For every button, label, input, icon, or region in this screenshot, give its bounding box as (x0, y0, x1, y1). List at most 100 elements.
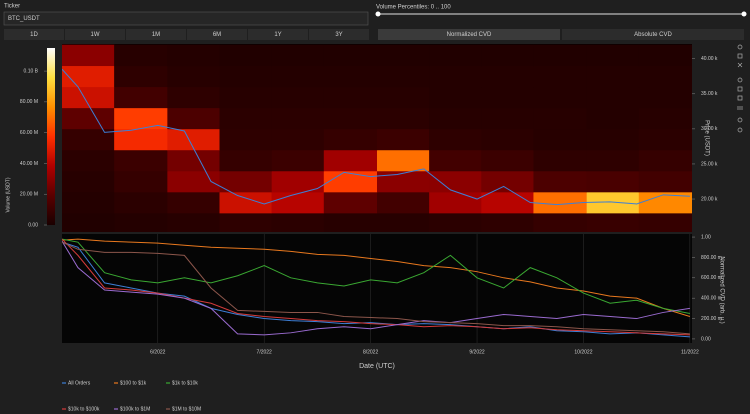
colorbar-tick-label: 40.00 M (20, 161, 38, 167)
colorbar-tick-label: 0.10 B (24, 68, 39, 74)
heatmap-cell (481, 107, 534, 130)
tool-icon[interactable] (737, 86, 743, 92)
heatmap-cell (638, 192, 692, 214)
range-button[interactable] (248, 29, 308, 40)
heatmap-cell (377, 107, 430, 130)
heatmap-cell (323, 65, 378, 88)
x-tick-label: 9/2022 (469, 349, 485, 355)
range-button-label: 1M (152, 32, 160, 38)
range-button[interactable] (65, 29, 125, 40)
heatmap-cell (271, 128, 325, 151)
heatmap-cell (533, 65, 587, 88)
heatmap-cell (114, 213, 168, 232)
x-tick-label: 8/2022 (363, 349, 379, 355)
range-button[interactable] (309, 29, 369, 40)
tool-icon[interactable] (737, 95, 743, 101)
heatmap-cell (114, 65, 168, 88)
tool-icon[interactable] (737, 44, 743, 50)
y-tick-label: 600.00 m (701, 275, 722, 281)
legend-label[interactable]: $1M to $10M (172, 406, 201, 412)
heatmap-cell (429, 107, 482, 130)
heatmap-cell (638, 107, 692, 130)
heatmap-cell (62, 65, 115, 88)
range-button[interactable] (4, 29, 64, 40)
slider-handle[interactable] (375, 11, 381, 17)
heatmap-cell (219, 170, 272, 193)
legend-label[interactable]: $100k to $1M (120, 406, 150, 412)
ticker-input[interactable] (3, 11, 369, 26)
heatmap-cell (377, 213, 430, 232)
cvd-line (62, 241, 690, 335)
heatmap-cell (586, 107, 640, 130)
heatmap (62, 44, 692, 232)
heatmap-cell (586, 149, 640, 172)
heatmap-cell (586, 65, 640, 88)
heatmap-cell (271, 107, 325, 130)
tool-icon[interactable] (737, 62, 743, 68)
tool-icon[interactable] (737, 77, 743, 83)
legend-label[interactable]: $1k to $10k (172, 380, 198, 386)
legend-label[interactable]: $100 to $1k (120, 380, 147, 386)
heatmap-cell (533, 213, 587, 232)
heatmap-cell (638, 170, 692, 193)
cvd-line (62, 238, 691, 317)
heatmap-cell (533, 86, 587, 109)
y-axis-title: Price (USDT) (703, 120, 709, 156)
heatmap-cell (219, 65, 272, 88)
heatmap-cell (323, 44, 378, 67)
colorbar-tick-label: 60.00 M (20, 130, 38, 136)
heatmap-cell (429, 149, 482, 172)
heatmap-cell (429, 213, 482, 232)
heatmap-cell (167, 213, 220, 232)
mode-button-label: Absolute CVD (634, 32, 672, 38)
tool-icon[interactable] (737, 53, 743, 59)
slider-handle[interactable] (741, 11, 747, 17)
percentiles-label: Volume Percentiles: 0 .. 100 (376, 5, 451, 11)
legend-label[interactable]: $10k to $100k (68, 406, 100, 412)
heatmap-cell (167, 128, 220, 151)
heatmap-cell (114, 44, 168, 67)
heatmap-cell (271, 86, 325, 109)
y-tick-label: 200.00 m (701, 316, 722, 322)
legend-label[interactable]: All Orders (68, 380, 91, 386)
heatmap-cell (429, 44, 482, 67)
heatmap-cell (323, 170, 378, 193)
mode-button[interactable] (378, 29, 560, 40)
heatmap-cell (62, 192, 115, 214)
heatmap-cell (429, 65, 482, 88)
heatmap-cell (323, 213, 378, 232)
heatmap-cell (62, 170, 115, 193)
heatmap-cell (481, 213, 534, 232)
heatmap-cell (323, 86, 378, 109)
range-button-label: 1W (91, 32, 100, 38)
y-tick-label: 30.00 k (701, 126, 718, 132)
heatmap-cell (481, 149, 534, 172)
tool-icon[interactable] (737, 117, 743, 123)
range-button-label: 1Y (274, 32, 281, 38)
heatmap-cell (638, 213, 692, 232)
heatmap-cell (114, 107, 168, 130)
range-button[interactable] (126, 29, 186, 40)
heatmap-cell (62, 86, 115, 109)
heatmap-cell (219, 44, 272, 67)
x-tick-label: 6/2022 (150, 349, 166, 355)
range-button[interactable] (187, 29, 247, 40)
colorbar-tick-label: 0.00 (28, 222, 38, 228)
mode-button[interactable] (562, 29, 744, 40)
heatmap-cell (62, 149, 115, 172)
heatmap-cell (533, 192, 587, 214)
heatmap-cell (167, 44, 220, 67)
heatmap-cell (167, 170, 220, 193)
heatmap-cell (533, 149, 587, 172)
heatmap-cell (429, 192, 482, 214)
heatmap-cell (62, 44, 115, 67)
tool-icon[interactable] (737, 127, 743, 133)
y-tick-label: 25.00 k (701, 161, 718, 167)
heatmap-cell (377, 65, 430, 88)
heatmap-cell (429, 170, 482, 193)
tool-icon[interactable] (737, 106, 743, 110)
heatmap-cell (533, 170, 587, 193)
heatmap-cell (377, 149, 430, 172)
heatmap-cell (219, 213, 272, 232)
